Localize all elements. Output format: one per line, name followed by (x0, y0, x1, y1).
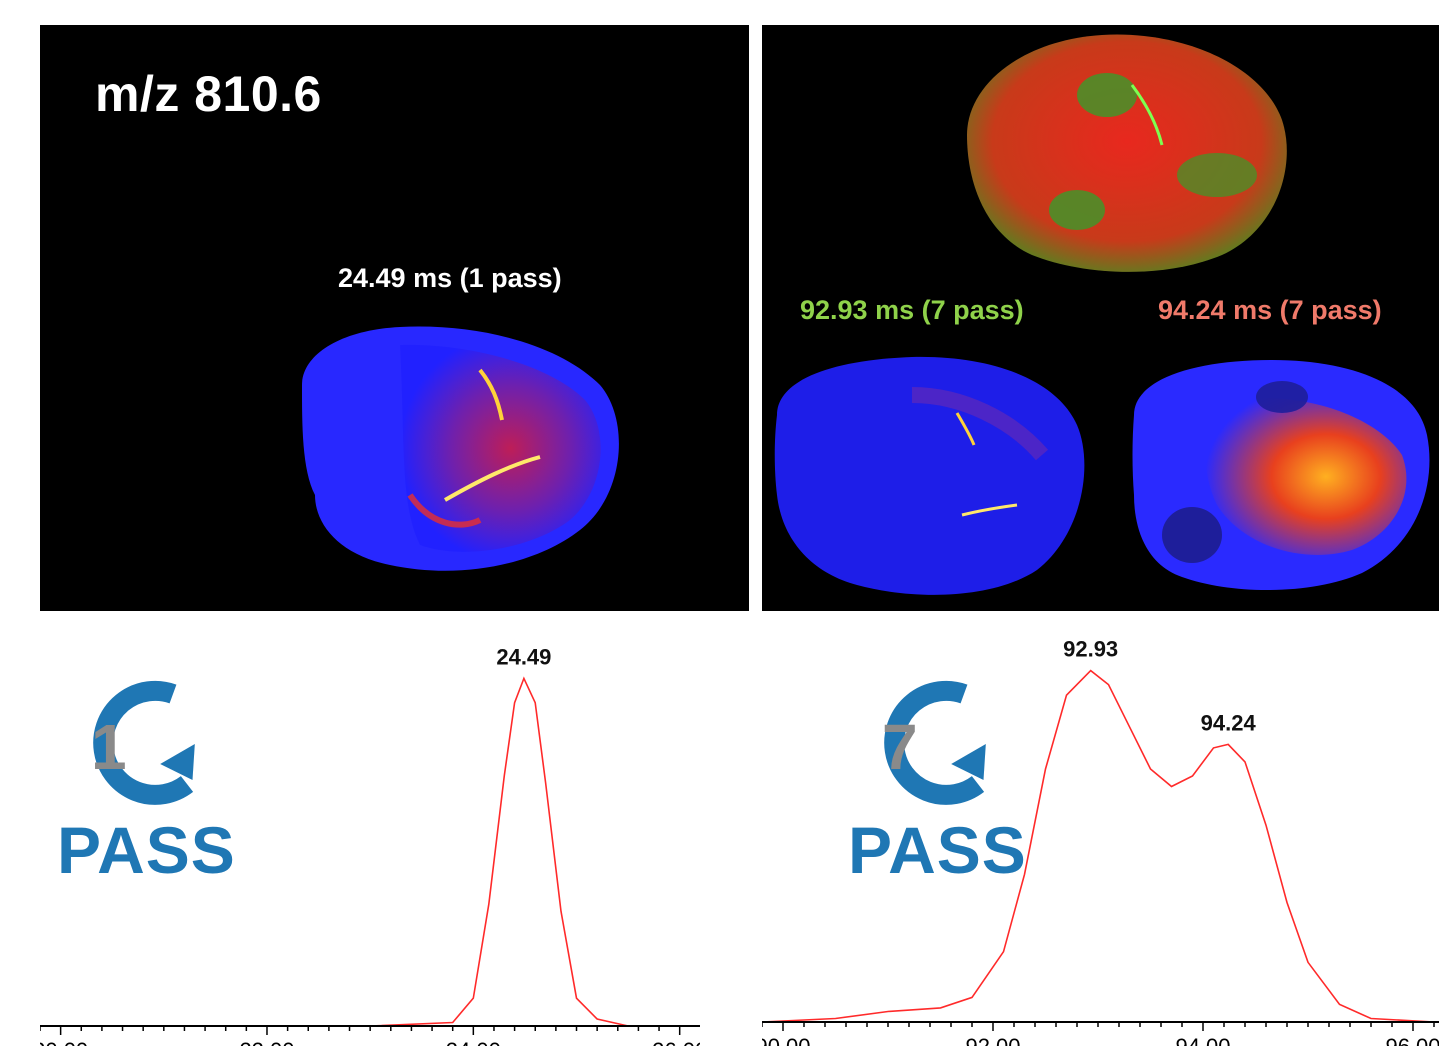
image-panel-seven-pass: 92.93 ms (7 pass) 94.24 ms (7 pass) (762, 25, 1439, 611)
trace-line (762, 669, 1435, 1023)
x-tick-label: 96.00 (1385, 1034, 1439, 1046)
pass-word: PASS (57, 813, 236, 887)
mz-title: m/z 810.6 (95, 66, 322, 122)
cycle-arrow-icon (884, 680, 986, 805)
pass-badge-one: 1 PASS (55, 672, 235, 887)
arrival-time-chart-seven-pass: 90.00 92.00 94.00 96.00 92.93 94.24 (762, 637, 1439, 1046)
peak-label: 92.93 (1063, 637, 1118, 662)
x-tick-label: 20.00 (40, 1038, 88, 1046)
peak-label: 24.49 (496, 644, 551, 669)
x-tick-label: 24.00 (446, 1038, 501, 1046)
arrival-time-chart-one-pass: 20.00 22.00 24.00 26.00 24.49 (40, 644, 700, 1046)
green-channel-caption: 92.93 ms (7 pass) (800, 295, 1024, 325)
trace-line (40, 676, 690, 1027)
peak-label: 94.24 (1201, 710, 1257, 735)
pass-count: 1 (91, 711, 127, 783)
x-tick-label: 94.00 (1175, 1034, 1230, 1046)
x-tick-label: 92.00 (965, 1034, 1020, 1046)
one-pass-caption: 24.49 ms (1 pass) (338, 263, 562, 293)
x-tick-label: 90.00 (762, 1034, 811, 1046)
pass-word: PASS (848, 813, 1027, 887)
image-panel-one-pass: m/z 810.6 24.49 ms (1 pass) (40, 25, 749, 611)
cycle-arrow-icon (93, 680, 195, 805)
pass-badge-seven: 7 PASS (846, 672, 1026, 887)
red-channel-caption: 94.24 ms (7 pass) (1158, 295, 1382, 325)
tissue-images-seven-pass (774, 34, 1430, 595)
tissue-image-one-pass (302, 326, 619, 571)
x-tick-label: 26.00 (652, 1038, 700, 1046)
x-tick-label: 22.00 (239, 1038, 294, 1046)
pass-count: 7 (882, 711, 918, 783)
